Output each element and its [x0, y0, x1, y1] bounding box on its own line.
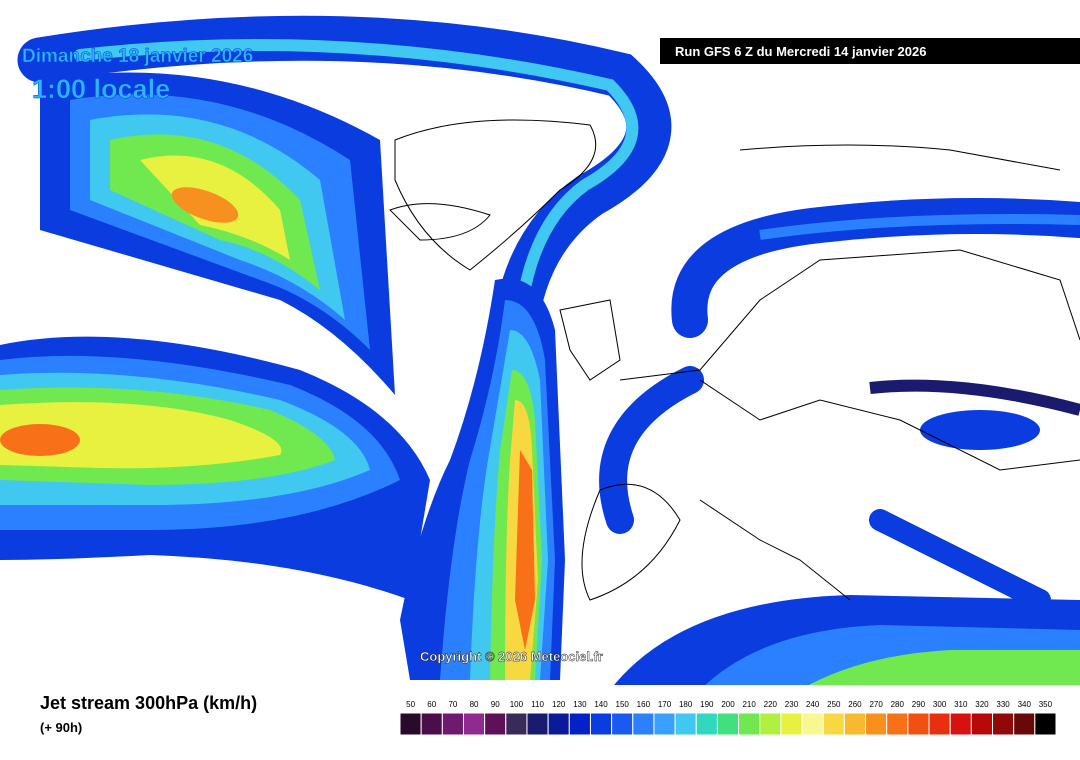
- color-swatch: [399, 712, 422, 736]
- scale-label: 260: [848, 700, 862, 709]
- scale-label: 240: [806, 700, 820, 709]
- color-swatch: [801, 712, 824, 736]
- color-swatch: [632, 712, 655, 736]
- color-swatch: [716, 712, 740, 736]
- color-swatch: [865, 712, 888, 736]
- scale-label: 130: [573, 700, 587, 709]
- scale-label: 120: [552, 700, 566, 709]
- color-swatch: [886, 712, 909, 736]
- color-swatch: [505, 712, 528, 736]
- scale-label: 160: [637, 700, 651, 709]
- scale-label: 200: [721, 700, 735, 709]
- colorbar: 50 60 70 80 90 100 110 120 130 140 150 160 170 180 190…: [399, 700, 1057, 736]
- copyright: Copyright © 2026 Meteociel.fr: [420, 649, 603, 664]
- scale-label: 210: [742, 700, 756, 709]
- color-swatch: [547, 712, 570, 736]
- color-swatch: [589, 712, 613, 736]
- color-swatch: [1013, 712, 1036, 736]
- scale-label: 300: [933, 700, 947, 709]
- color-swatch: [970, 712, 994, 736]
- scale-label: 110: [531, 700, 544, 709]
- color-swatch: [420, 712, 443, 736]
- scale-label: 270: [869, 700, 883, 709]
- scale-label: 190: [700, 700, 714, 709]
- scale-label: 60: [427, 700, 436, 709]
- scale-label: 70: [448, 700, 457, 709]
- color-swatch: [843, 712, 867, 736]
- scale-label: 250: [827, 700, 841, 709]
- color-swatch: [484, 712, 507, 736]
- color-swatch: [822, 712, 845, 736]
- scale-label: 320: [975, 700, 989, 709]
- color-swatch: [441, 712, 464, 736]
- run-info: Run GFS 6 Z du Mercredi 14 janvier 2026: [675, 44, 926, 59]
- scale-label: 220: [764, 700, 778, 709]
- scale-label: 80: [470, 700, 479, 709]
- scale-label: 350: [1039, 700, 1053, 709]
- forecast-time: 1:00 locale: [32, 74, 170, 104]
- scale-label: 180: [679, 700, 693, 709]
- color-swatch: [1034, 712, 1057, 736]
- scale-label: 170: [658, 700, 672, 709]
- scale-label: 310: [954, 700, 968, 709]
- run-banner: [660, 38, 1080, 64]
- scale-label: 100: [510, 700, 524, 709]
- color-swatch: [611, 712, 634, 736]
- legend-title: Jet stream 300hPa (km/h): [40, 693, 257, 713]
- color-swatch: [907, 712, 930, 736]
- jet-streams: [0, 15, 1080, 690]
- scale-label: 90: [491, 700, 500, 709]
- scale-label: 230: [785, 700, 799, 709]
- scale-label: 280: [891, 700, 905, 709]
- color-swatch: [695, 712, 718, 736]
- scale-label: 340: [1018, 700, 1032, 709]
- scale-label: 140: [594, 700, 608, 709]
- scale-label: 50: [406, 700, 415, 709]
- scale-label: 290: [912, 700, 926, 709]
- forecast-date: Dimanche 18 janvier 2026: [22, 46, 253, 67]
- color-swatch: [462, 712, 486, 736]
- color-swatch: [992, 712, 1015, 736]
- color-swatch: [738, 712, 761, 736]
- coastlines: [389, 119, 1080, 601]
- scale-label: 330: [996, 700, 1010, 709]
- scale-label: 150: [616, 700, 630, 709]
- legend-subtitle: (+ 90h): [40, 720, 82, 735]
- color-swatch: [780, 712, 803, 736]
- color-swatch: [949, 712, 972, 736]
- color-swatch: [759, 712, 782, 736]
- color-swatch: [653, 712, 676, 736]
- color-swatch: [928, 712, 951, 736]
- color-swatch: [568, 712, 591, 736]
- color-swatch: [526, 712, 549, 736]
- color-swatch: [674, 712, 697, 736]
